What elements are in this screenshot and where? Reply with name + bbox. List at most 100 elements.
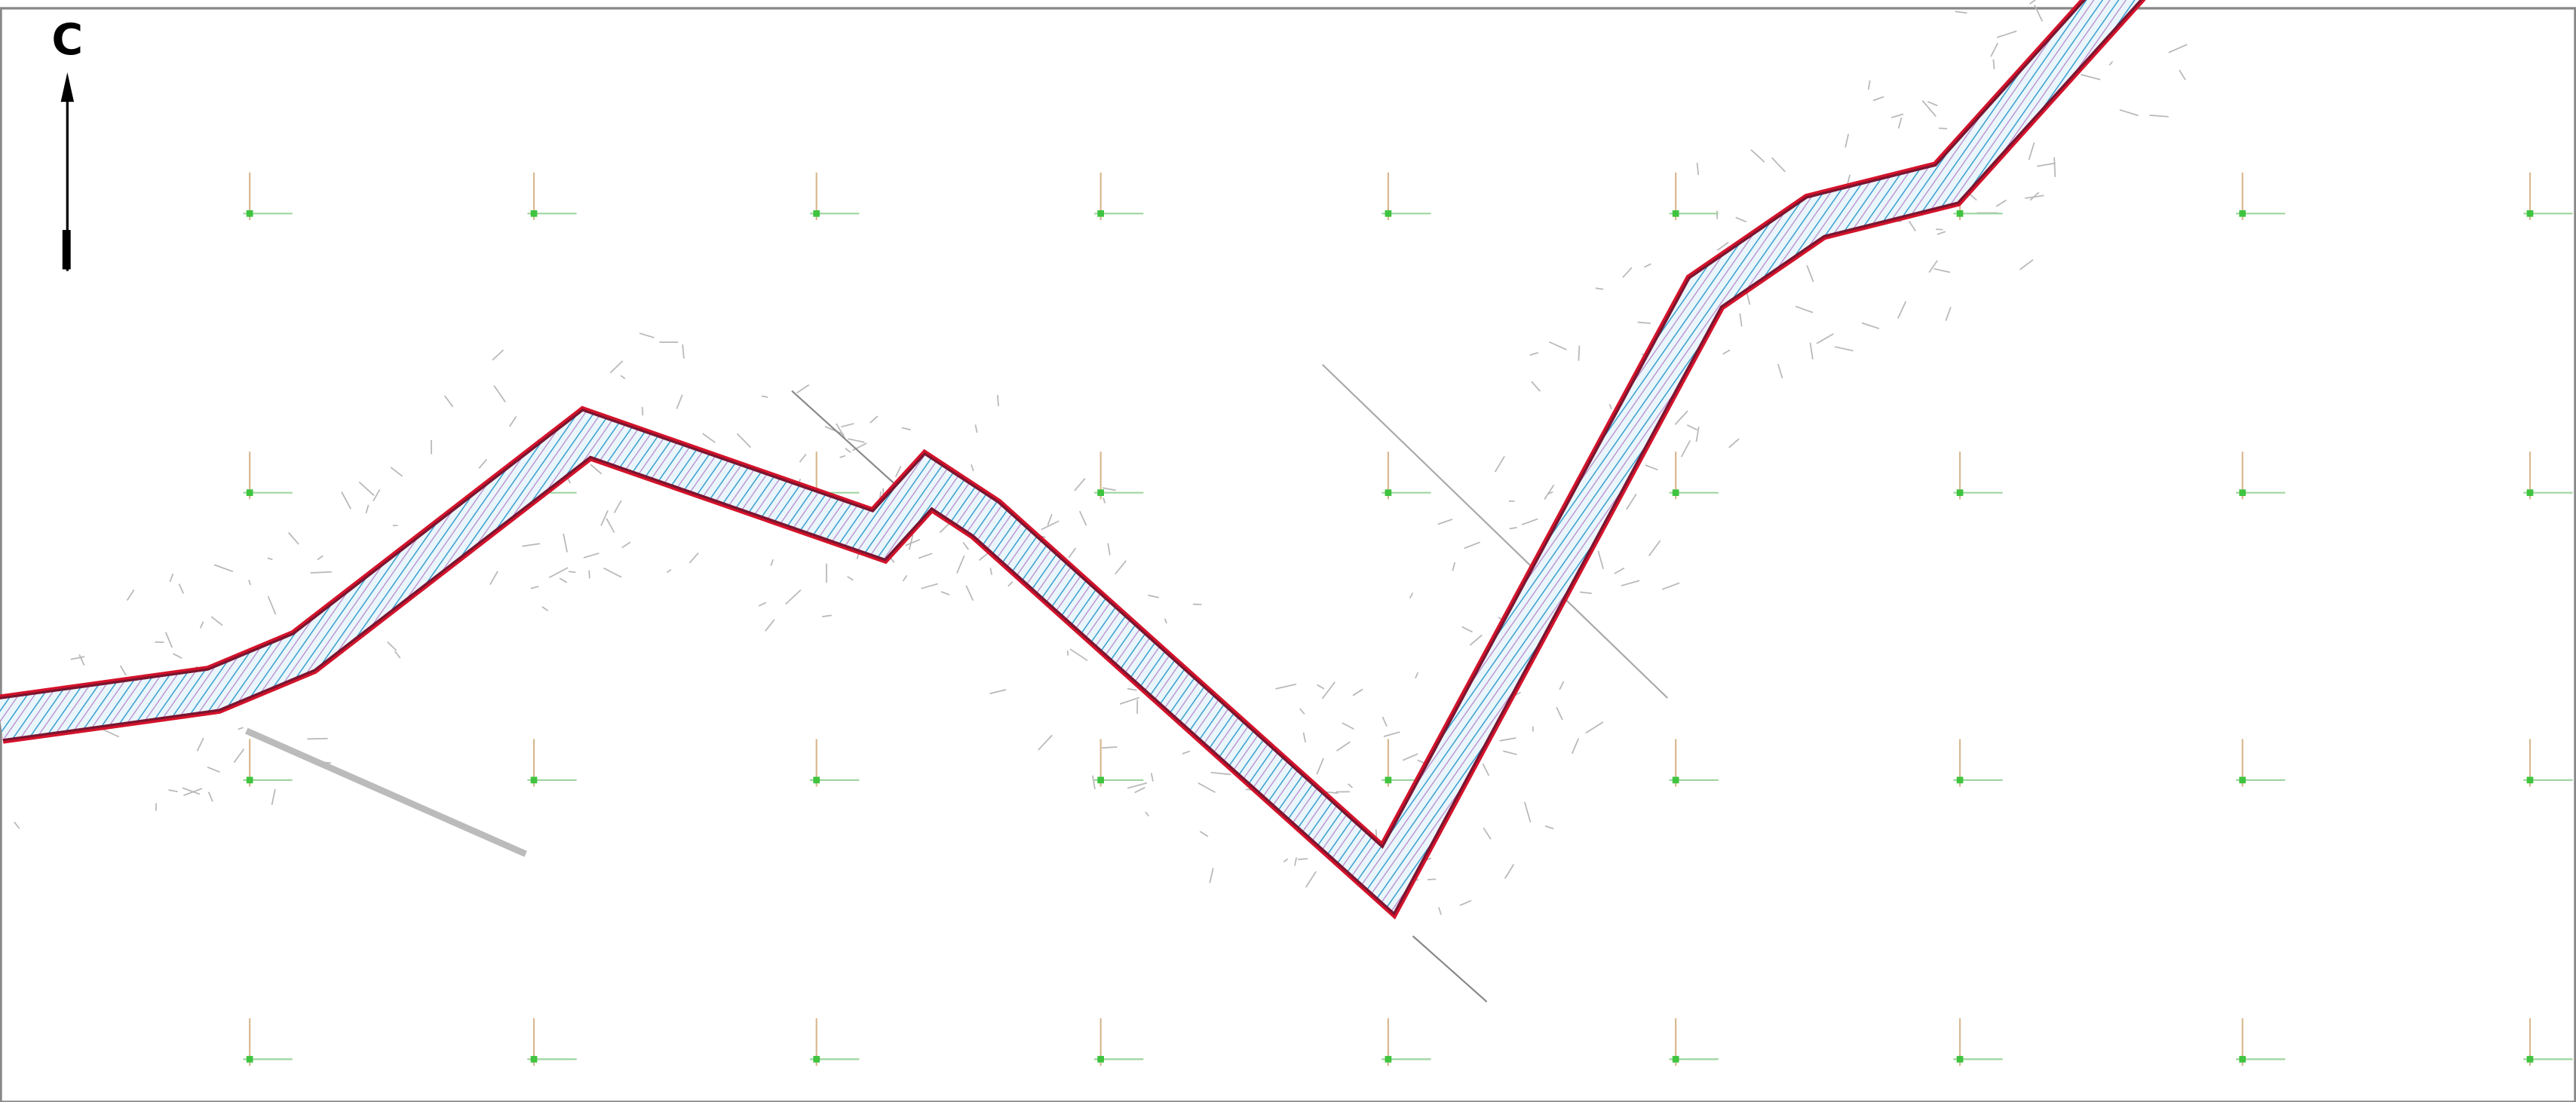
topo-line	[1503, 750, 1517, 755]
topo-line	[620, 375, 626, 379]
topo-line	[1674, 410, 1688, 425]
topo-line	[310, 571, 332, 574]
topo-line	[2108, 60, 2114, 66]
topo-line	[168, 789, 178, 793]
topo-line	[1047, 513, 1053, 526]
north-arrow-tail	[62, 230, 71, 270]
topo-line	[548, 567, 569, 579]
road-line	[791, 390, 897, 485]
topo-line	[183, 788, 203, 797]
frame	[0, 7, 2576, 1102]
topo-line	[1771, 157, 1786, 173]
grid-cross-center	[813, 776, 820, 784]
grid-cross-center	[813, 210, 820, 217]
topo-line	[199, 621, 204, 629]
topo-line	[1509, 526, 1517, 530]
topo-line	[1686, 424, 1698, 431]
topo-line	[921, 583, 939, 589]
topo-line	[1548, 341, 1567, 350]
topo-line	[1969, 193, 1977, 201]
grid-cross-center	[1672, 210, 1679, 217]
grid-cross-center	[530, 210, 538, 217]
grid-cross-center	[1672, 776, 1679, 784]
topo-line	[2028, 142, 2035, 161]
topo-line	[387, 641, 397, 651]
topo-line	[173, 653, 182, 659]
topo-line	[2019, 259, 2034, 271]
topo-line	[1614, 567, 1625, 574]
topo-line	[702, 433, 716, 443]
grid-cross-center	[1956, 210, 1964, 217]
topo-line	[2029, 191, 2040, 201]
topo-line	[682, 344, 685, 359]
grid-cross-center	[1385, 210, 1392, 217]
grid-cross-center	[1956, 1055, 1964, 1063]
grid-cross-center	[530, 776, 538, 784]
topo-line	[1078, 510, 1087, 526]
grid-cross-center	[1385, 1055, 1392, 1063]
topo-line	[956, 556, 965, 574]
grid-crosses	[243, 172, 2573, 1066]
topo-line	[1494, 455, 1505, 473]
topo-line	[1559, 681, 1565, 690]
topo-line	[1342, 722, 1354, 730]
topo-line	[1578, 345, 1581, 361]
topo-line	[1092, 775, 1096, 790]
topo-line	[1482, 763, 1490, 776]
topo-line	[541, 606, 549, 611]
topo-line	[196, 737, 204, 752]
topo-line	[1990, 42, 1998, 57]
topo-line	[1007, 581, 1014, 587]
topo-line	[971, 464, 974, 472]
topo-line	[1908, 220, 1916, 232]
topo-line	[207, 766, 220, 773]
topo-line	[2037, 162, 2056, 167]
topo-line	[758, 602, 767, 607]
topo-line	[1585, 721, 1604, 734]
topo-line	[609, 360, 624, 374]
north-arrow-head	[60, 72, 75, 103]
topo-line	[238, 727, 244, 730]
topo-line	[248, 580, 251, 586]
topo-line	[2119, 109, 2139, 117]
topo-line	[989, 689, 1007, 695]
topo-line	[213, 564, 234, 573]
grid-cross-center	[2239, 210, 2246, 217]
topo-line	[588, 570, 590, 579]
topo-line	[1834, 346, 1854, 352]
topo-line	[613, 500, 622, 513]
topo-line	[1409, 592, 1414, 598]
topo-line	[1945, 306, 1952, 321]
topo-line	[1921, 99, 1937, 117]
topo-line	[1299, 708, 1305, 715]
topo-line	[1735, 216, 1747, 223]
topo-line	[522, 543, 541, 547]
topo-line	[1867, 80, 1871, 90]
topo-line	[1523, 801, 1532, 823]
topo-line	[373, 488, 381, 502]
topo-line	[2034, 5, 2044, 22]
topo-line	[2149, 115, 2169, 118]
topo-line	[1134, 786, 1145, 794]
topo-line	[639, 332, 655, 338]
topo-line	[1074, 478, 1086, 491]
topo-line	[1891, 113, 1904, 118]
topo-line	[1806, 265, 1814, 283]
topo-line	[1101, 746, 1118, 749]
topo-line	[559, 577, 568, 583]
topo-line	[14, 821, 20, 829]
topo-line	[1069, 648, 1088, 662]
topo-line	[736, 433, 752, 448]
topo-line	[1504, 864, 1515, 880]
topo-line	[1294, 857, 1298, 866]
topo-line	[1148, 594, 1159, 598]
topo-line	[1321, 681, 1336, 699]
topo-line	[1209, 868, 1214, 883]
topo-line	[568, 571, 576, 574]
grid-cross-center	[2526, 776, 2534, 784]
topo-line	[688, 552, 699, 564]
topo-line	[267, 557, 273, 561]
topo-line	[267, 595, 277, 615]
topo-line	[1556, 706, 1563, 721]
